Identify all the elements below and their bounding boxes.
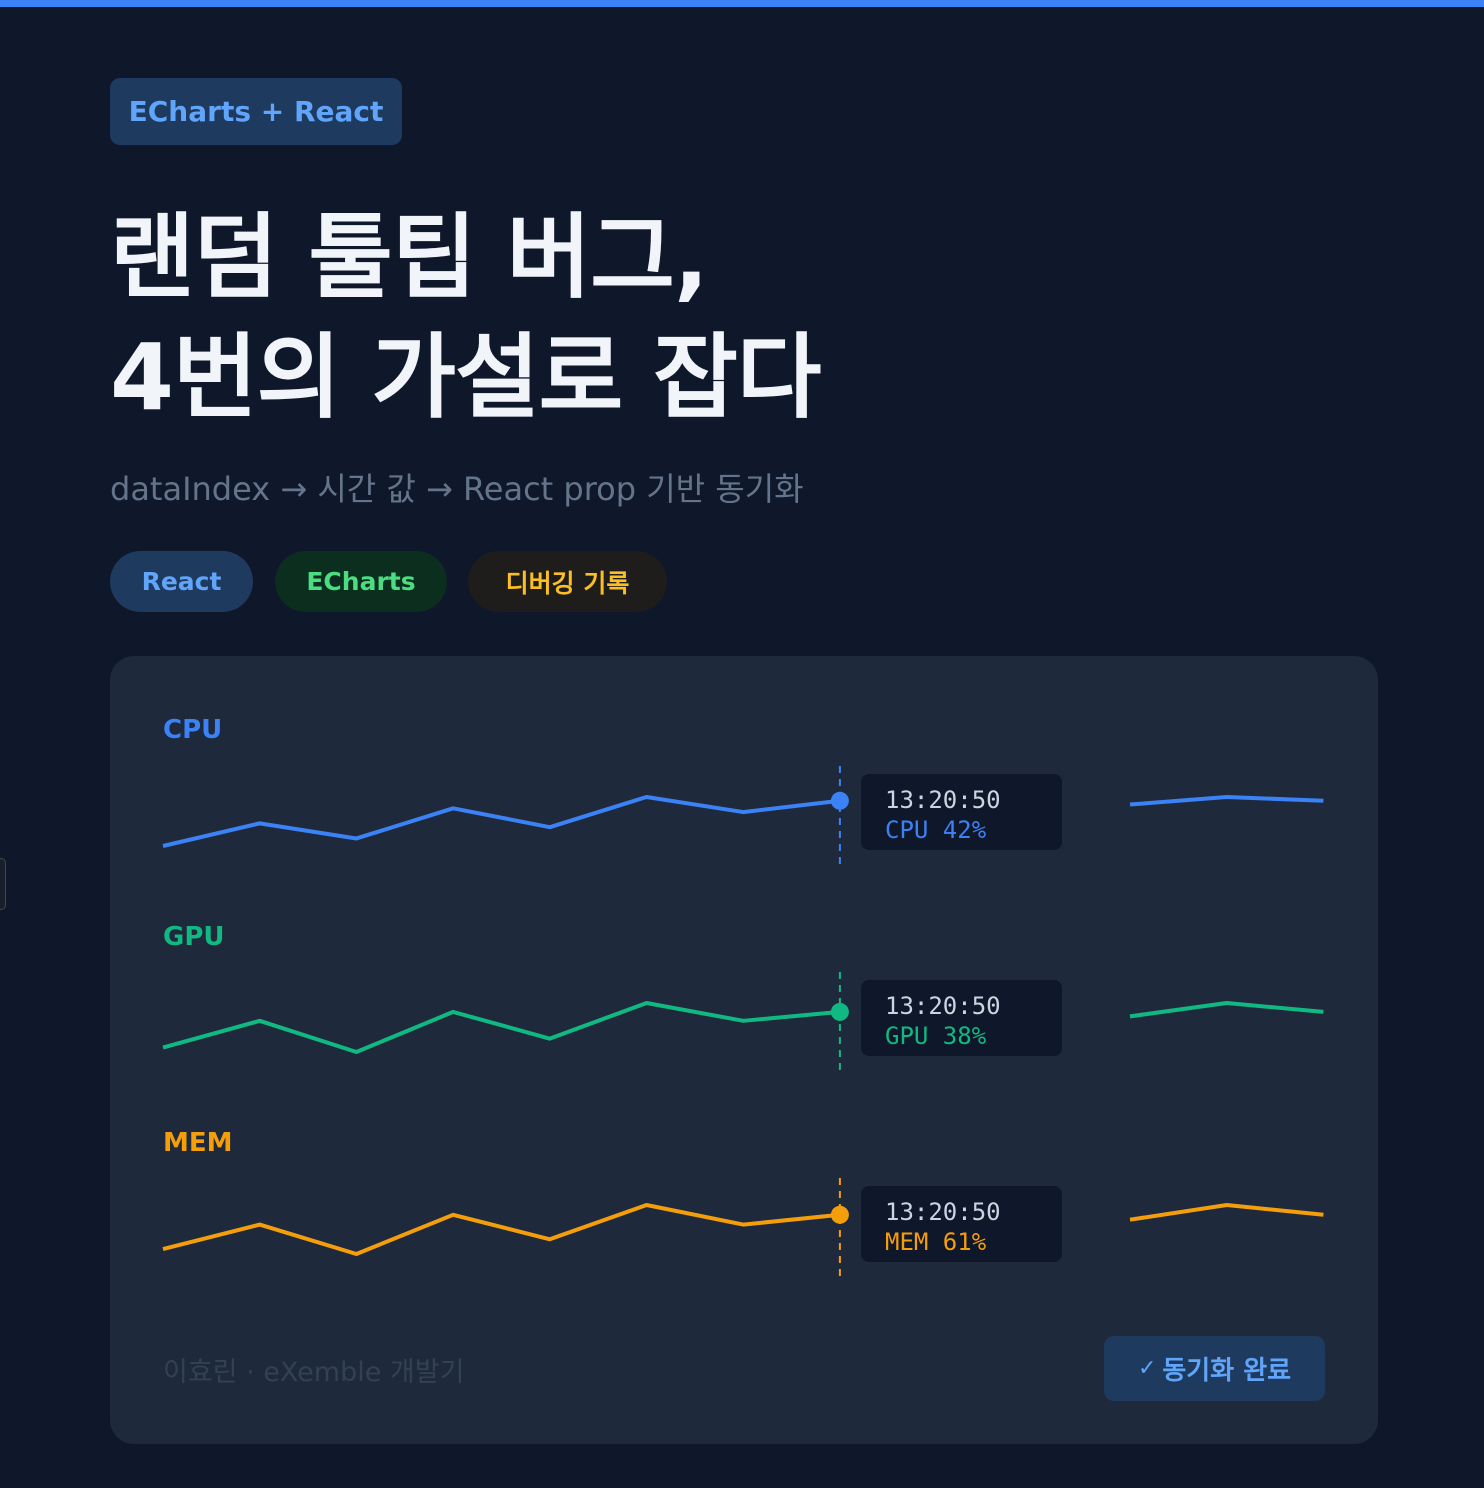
page-subtitle: dataIndex → 시간 값 → React prop 기반 동기화 xyxy=(110,470,804,508)
check-icon: ✓ xyxy=(1137,1356,1157,1381)
sync-button-label: 동기화 완료 xyxy=(1162,1356,1292,1386)
sync-complete-button[interactable]: ✓ 동기화 완료 xyxy=(1104,1336,1325,1401)
cpu-series-line-0 xyxy=(162,795,841,848)
cpu-chart-title: CPU xyxy=(163,715,222,745)
gpu-tooltip-time: 13:20:50 xyxy=(885,992,1001,1020)
gpu-tooltip-value: GPU 38% xyxy=(885,1022,987,1050)
cpu-hover-point xyxy=(830,791,849,810)
mem-hover-point xyxy=(830,1205,849,1224)
gpu-series-line-1 xyxy=(1129,1001,1324,1019)
top-accent-bar xyxy=(0,0,1484,7)
mem-tooltip-value: MEM 61% xyxy=(885,1228,987,1256)
gpu-chart-title: GPU xyxy=(163,922,225,952)
gpu-hover-point xyxy=(830,1002,849,1021)
side-panel-handle[interactable] xyxy=(0,858,6,910)
mem-series-line-1 xyxy=(1129,1203,1324,1222)
chart-card xyxy=(110,656,1378,1444)
gpu-tooltip xyxy=(861,980,1062,1056)
page-title: 랜덤 툴팁 버그, 4번의 가설로 잡다 xyxy=(110,198,822,438)
tag-debugging-log[interactable]: 디버깅 기록 xyxy=(468,551,667,612)
cpu-tooltip-time: 13:20:50 xyxy=(885,786,1001,814)
mem-series-line-0 xyxy=(162,1203,841,1256)
mem-tooltip xyxy=(861,1186,1062,1262)
cpu-tooltip-value: CPU 42% xyxy=(885,816,987,844)
gpu-series-line-0 xyxy=(162,1001,841,1054)
title-line-1: 랜덤 툴팁 버그, xyxy=(110,204,709,311)
mem-tooltip-time: 13:20:50 xyxy=(885,1198,1001,1226)
tag-echarts[interactable]: ECharts xyxy=(275,551,447,612)
kicker-badge: ECharts + React xyxy=(110,78,402,145)
tag-react[interactable]: React xyxy=(110,551,253,612)
mem-chart-title: MEM xyxy=(163,1128,233,1158)
cpu-series-line-1 xyxy=(1129,795,1324,807)
title-line-2: 4번의 가설로 잡다 xyxy=(110,324,822,431)
cpu-tooltip xyxy=(861,774,1062,850)
author-credit: 이효린 · eXemble 개발기 xyxy=(163,1357,465,1388)
